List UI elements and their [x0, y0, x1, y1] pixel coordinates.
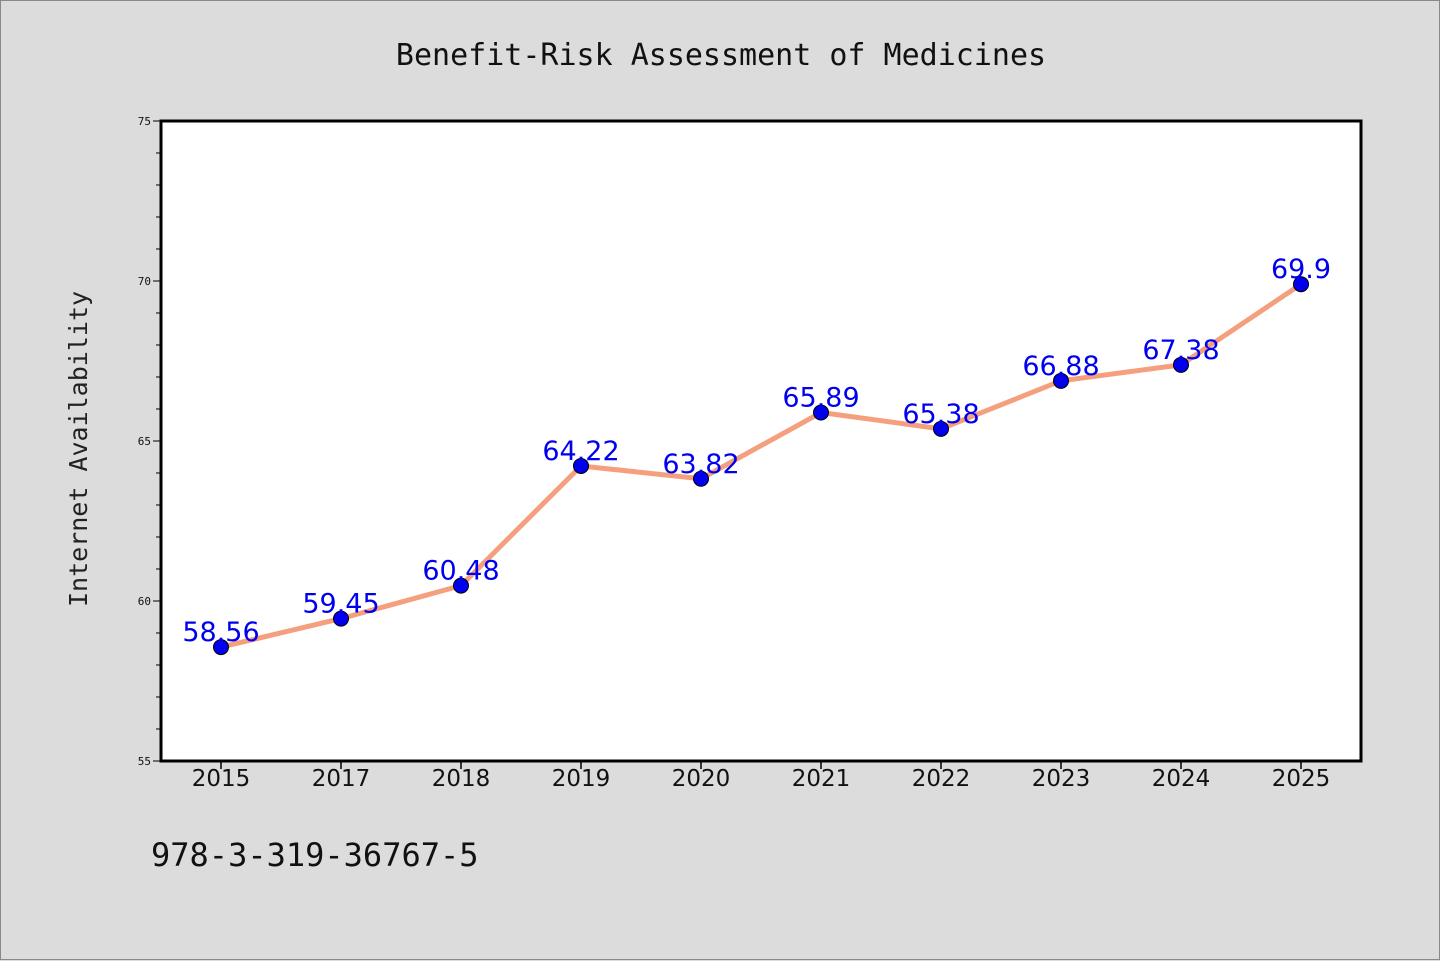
data-point	[1053, 372, 1069, 389]
data-label: 66.88	[1022, 351, 1099, 382]
data-point	[573, 457, 589, 474]
x-tick-label: 2023	[1032, 766, 1091, 792]
x-axis: 2015 2017 2018 2019 2020 2021 2022 2023 2024 2025	[192, 761, 1331, 792]
data-label: 60.48	[422, 556, 499, 587]
data-point	[213, 639, 229, 656]
data-point	[933, 420, 949, 437]
y-tick-label: 75	[138, 115, 151, 128]
data-point	[333, 610, 349, 627]
data-label: 58.56	[182, 617, 259, 648]
x-tick-label: 2018	[432, 766, 491, 792]
chart-title: Benefit-Risk Assessment of Medicines	[396, 38, 1046, 73]
x-tick-label: 2017	[312, 766, 371, 792]
data-label: 65.89	[782, 383, 859, 414]
y-tick-label: 55	[138, 755, 151, 768]
y-tick-label: 65	[138, 435, 151, 448]
data-label: 64.22	[542, 436, 619, 467]
data-label: 65.38	[902, 399, 979, 430]
data-label: 67.38	[1142, 335, 1219, 366]
data-point	[813, 404, 829, 421]
y-tick-label: 60	[138, 595, 151, 608]
x-tick-label: 2021	[792, 766, 851, 792]
series-markers	[213, 276, 1309, 656]
x-tick-label: 2024	[1152, 766, 1211, 792]
x-tick-label: 2015	[192, 766, 251, 792]
x-tick-label: 2019	[552, 766, 611, 792]
data-point	[693, 470, 709, 487]
x-tick-label: 2025	[1272, 766, 1331, 792]
data-point	[1293, 276, 1309, 293]
data-labels: 58.56 59.45 60.48 64.22 63.82 65.89 65.38 66.88…	[182, 254, 1331, 648]
plot-area	[159, 119, 1363, 763]
data-label: 69.9	[1271, 254, 1331, 285]
data-point	[453, 577, 469, 594]
data-label: 59.45	[302, 589, 379, 620]
x-tick-label: 2020	[672, 766, 731, 792]
data-point	[1173, 356, 1189, 373]
isbn-annotation: 978-3-319-36767-5	[151, 836, 479, 874]
y-axis: 55 60 65 70 75	[138, 115, 161, 768]
data-label: 63.82	[662, 449, 739, 480]
x-tick-label: 2022	[912, 766, 971, 792]
y-axis-label: Internet Availability	[64, 291, 93, 607]
series-line	[220, 282, 1303, 650]
y-tick-label: 70	[138, 275, 151, 288]
